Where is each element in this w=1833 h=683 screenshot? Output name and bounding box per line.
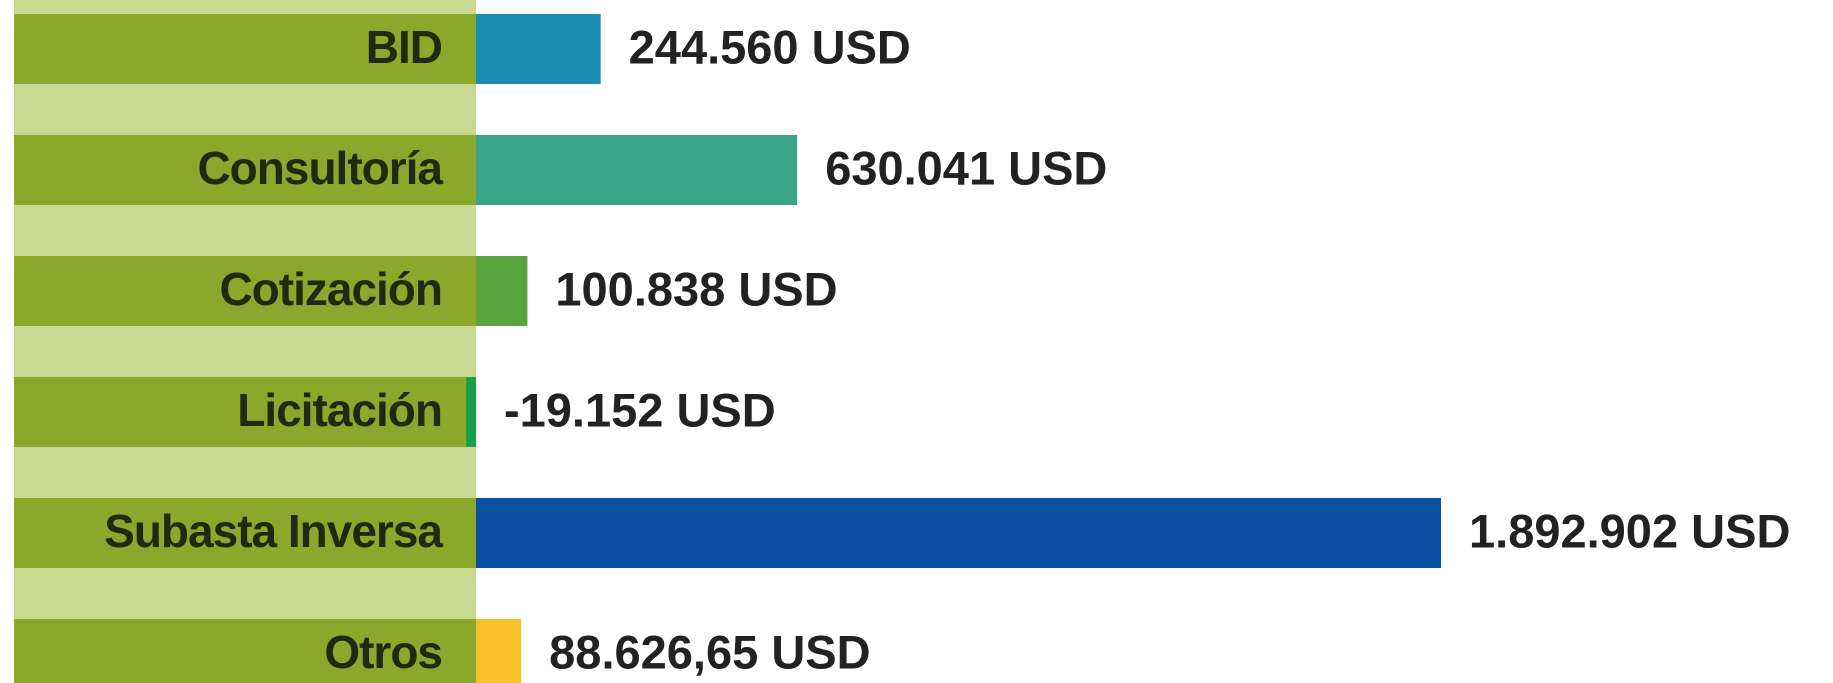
category-label: BID [366, 21, 442, 73]
bar [476, 256, 528, 326]
bar [476, 498, 1441, 568]
category-label: Consultoría [197, 142, 443, 194]
label-box [14, 256, 476, 326]
bar [476, 135, 798, 205]
category-label: Cotización [219, 263, 442, 315]
value-label: 1.892.902 USD [1469, 504, 1790, 557]
label-box [14, 135, 476, 205]
label-box [14, 619, 476, 683]
value-label: 88.626,65 USD [549, 625, 870, 678]
category-label: Licitación [237, 384, 442, 436]
category-label: Otros [324, 626, 442, 678]
value-label: 100.838 USD [555, 262, 837, 315]
label-box [14, 377, 476, 447]
value-label: 630.041 USD [825, 141, 1107, 194]
bar [476, 619, 522, 683]
category-label: Subasta Inversa [104, 505, 443, 557]
label-box [14, 498, 476, 568]
label-column [14, 0, 476, 683]
bar [466, 377, 476, 447]
label-box [14, 14, 476, 84]
bar [476, 14, 601, 84]
value-label: 244.560 USD [629, 20, 911, 73]
value-label: -19.152 USD [504, 383, 776, 436]
